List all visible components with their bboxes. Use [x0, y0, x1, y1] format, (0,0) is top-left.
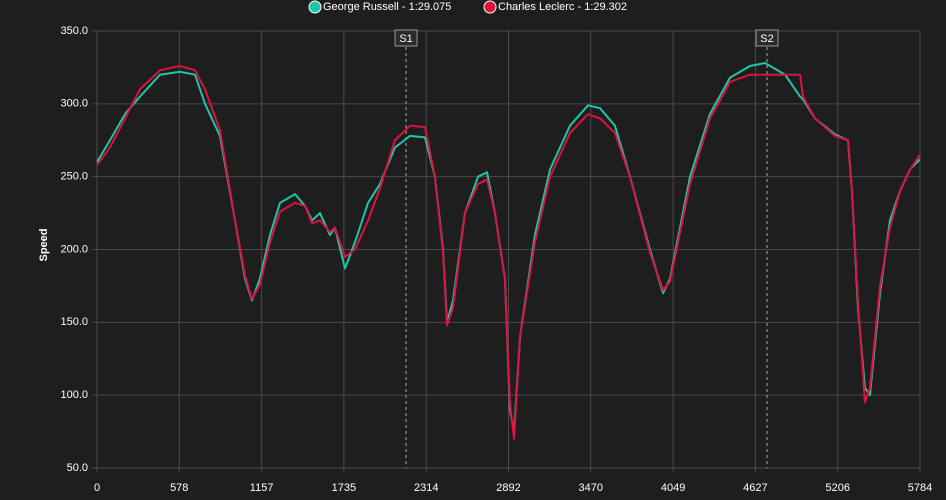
x-tick-label: 5784: [908, 482, 932, 494]
sector-label: S1: [399, 33, 412, 45]
x-tick-label: 578: [170, 482, 188, 494]
x-tick-label: 4049: [661, 482, 685, 494]
y-tick-label: 50.0: [67, 462, 88, 474]
x-tick-label: 1157: [250, 482, 274, 494]
y-tick-label: 150.0: [60, 316, 88, 328]
sector-box: [394, 29, 418, 47]
sector-label: S2: [760, 33, 773, 45]
x-tick-label: 3470: [579, 482, 603, 494]
legend-label[interactable]: Charles Leclerc - 1:29.302: [498, 1, 627, 13]
y-tick-label: 200.0: [60, 243, 88, 255]
sector-box: [755, 29, 779, 47]
y-tick-label: 250.0: [60, 171, 88, 183]
x-tick-label: 4627: [743, 482, 767, 494]
x-tick-label: 2314: [414, 482, 438, 494]
x-tick-label: 1735: [332, 482, 356, 494]
y-axis-label: Speed: [38, 228, 50, 261]
y-tick-label: 100.0: [60, 389, 88, 401]
legend-swatch[interactable]: [308, 0, 322, 14]
legend-label[interactable]: George Russell - 1:29.075: [323, 1, 451, 13]
x-tick-label: 0: [94, 482, 100, 494]
x-tick-label: 2892: [496, 482, 520, 494]
y-tick-label: 300.0: [60, 98, 88, 110]
legend-swatch[interactable]: [483, 0, 497, 14]
x-tick-label: 5206: [826, 482, 850, 494]
speed-line: [96, 64, 921, 440]
y-tick-label: 350.0: [60, 25, 88, 37]
